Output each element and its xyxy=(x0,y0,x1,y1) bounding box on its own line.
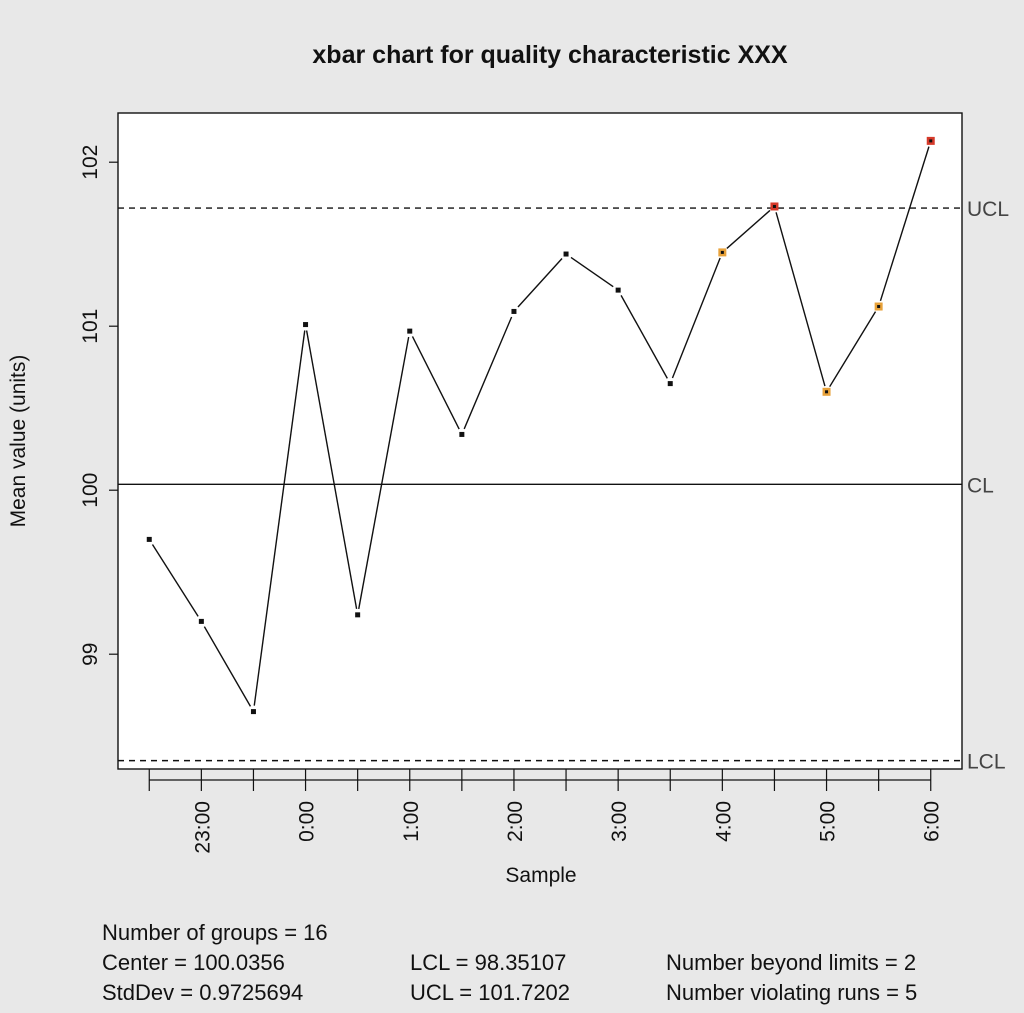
x-axis-label: Sample xyxy=(505,864,576,887)
series-line-segment xyxy=(570,256,614,288)
summary-left: Number of groups = 16 Center = 100.0356 … xyxy=(102,918,328,1008)
series-line-segment xyxy=(305,330,358,610)
y-tick-label: 102 xyxy=(79,145,102,180)
series-line-segment xyxy=(879,146,930,302)
series-line-segment xyxy=(151,544,199,617)
series-line-segment xyxy=(411,336,460,430)
series-line-segment xyxy=(253,330,306,706)
number-beyond-limits: Number beyond limits = 2 xyxy=(666,950,917,975)
data-point-center-12 xyxy=(720,250,724,254)
control-label-lcl: LCL xyxy=(967,751,1006,774)
data-point-center-16 xyxy=(929,139,933,143)
series-line-segment xyxy=(358,336,410,610)
series-line-segment xyxy=(463,316,513,430)
data-point-11 xyxy=(667,381,673,387)
data-point-2 xyxy=(198,618,204,624)
plot-border xyxy=(117,112,963,770)
y-tick-label: 99 xyxy=(79,643,102,666)
chart-title: xbar chart for quality characteristic XX… xyxy=(312,41,788,69)
lcl-value: LCL = 98.35107 xyxy=(410,950,567,975)
ucl-value: UCL = 101.7202 xyxy=(410,980,571,1005)
data-point-7 xyxy=(459,431,465,437)
xbar-chart: xbar chart for quality characteristic XX… xyxy=(7,41,1009,887)
data-point-center-15 xyxy=(877,305,881,309)
data-point-5 xyxy=(355,612,361,618)
x-tick-label: 6:00 xyxy=(921,801,944,842)
series-line-segment xyxy=(517,258,563,308)
series-line-segment xyxy=(829,311,877,388)
x-tick-label: 3:00 xyxy=(608,801,631,842)
x-tick-label: 23:00 xyxy=(191,801,214,854)
x-tick-label: 2:00 xyxy=(504,801,527,842)
plot-area xyxy=(118,113,962,769)
series-line-segment xyxy=(726,209,771,249)
control-label-cl: CL xyxy=(967,474,994,497)
data-point-center-14 xyxy=(825,390,829,394)
control-label-ucl: UCL xyxy=(967,198,1009,221)
series-line-segment xyxy=(203,626,252,707)
data-point-center-13 xyxy=(772,204,776,208)
x-tick-label: 5:00 xyxy=(817,801,840,842)
series-line-segment xyxy=(671,257,721,379)
data-point-3 xyxy=(250,709,256,715)
center-value: Center = 100.0356 xyxy=(102,950,285,975)
x-tick-label: 1:00 xyxy=(400,801,423,842)
series-line-segment xyxy=(775,212,826,387)
y-axis-label: Mean value (units) xyxy=(7,355,30,528)
data-point-4 xyxy=(303,322,309,328)
data-point-10 xyxy=(615,287,621,293)
summary-middle: LCL = 98.35107 UCL = 101.7202 xyxy=(410,948,570,1008)
stddev-value: StdDev = 0.9725694 xyxy=(102,980,304,1005)
series-line-segment xyxy=(620,295,668,379)
x-tick-label: 0:00 xyxy=(296,801,319,842)
data-point-9 xyxy=(563,251,569,257)
data-point-8 xyxy=(511,308,517,314)
number-of-groups: Number of groups = 16 xyxy=(102,920,328,945)
number-violating-runs: Number violating runs = 5 xyxy=(666,980,918,1005)
y-tick-label: 100 xyxy=(79,473,102,508)
summary-right: Number beyond limits = 2 Number violatin… xyxy=(666,948,917,1008)
data-point-1 xyxy=(146,536,152,542)
x-tick-label: 4:00 xyxy=(712,801,735,842)
y-tick-label: 101 xyxy=(79,309,102,344)
data-point-6 xyxy=(407,328,413,334)
